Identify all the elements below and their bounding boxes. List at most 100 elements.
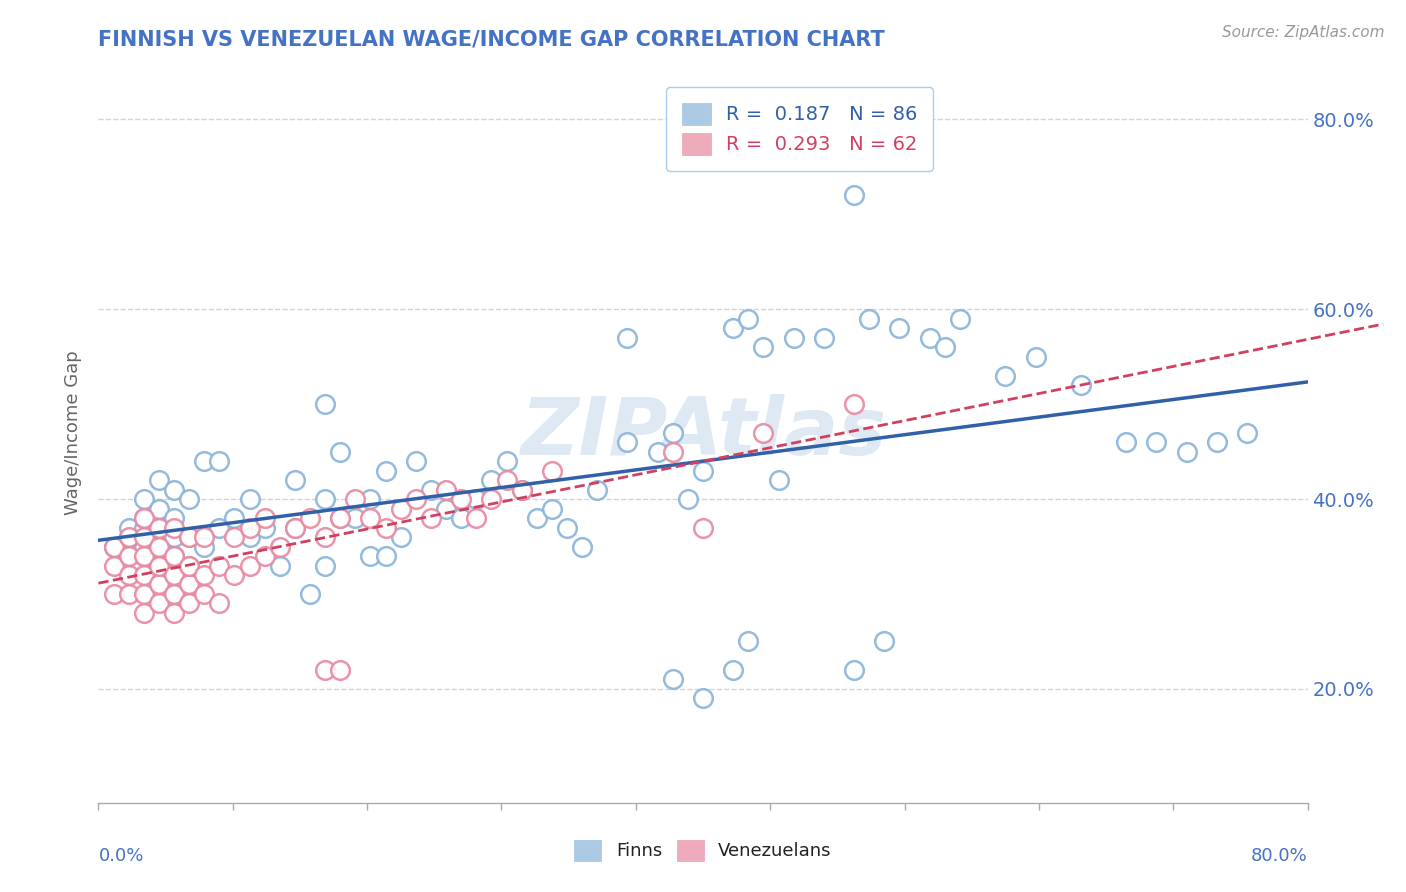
Point <box>193 587 215 601</box>
Point <box>163 520 186 534</box>
Point <box>208 454 231 468</box>
Point <box>465 511 488 525</box>
Point <box>148 520 170 534</box>
Point <box>132 511 155 525</box>
Point <box>918 331 941 345</box>
Point <box>647 444 669 458</box>
Point <box>329 511 352 525</box>
Point <box>224 511 246 525</box>
Point <box>269 558 291 573</box>
Point <box>389 501 412 516</box>
Legend: Finns, Venezuelans: Finns, Venezuelans <box>567 832 839 868</box>
Point <box>752 340 775 354</box>
Point <box>676 491 699 506</box>
Point <box>768 473 790 487</box>
Point <box>844 663 866 677</box>
Text: 80.0%: 80.0% <box>1251 847 1308 865</box>
Point <box>118 549 141 563</box>
Point <box>344 511 367 525</box>
Point <box>314 530 336 544</box>
Point <box>179 558 201 573</box>
Point <box>661 444 683 458</box>
Point <box>284 473 307 487</box>
Point <box>314 491 336 506</box>
Point <box>148 540 170 554</box>
Point <box>193 568 215 582</box>
Point <box>737 311 759 326</box>
Point <box>148 501 170 516</box>
Point <box>873 634 896 648</box>
Point <box>208 520 231 534</box>
Point <box>253 520 276 534</box>
Point <box>723 663 745 677</box>
Point <box>949 311 972 326</box>
Y-axis label: Wage/Income Gap: Wage/Income Gap <box>65 351 83 515</box>
Point <box>360 511 382 525</box>
Point <box>179 530 201 544</box>
Point <box>616 331 638 345</box>
Point <box>193 454 215 468</box>
Point <box>344 491 367 506</box>
Point <box>844 188 866 202</box>
Point <box>103 558 125 573</box>
Point <box>1144 435 1167 450</box>
Point <box>374 464 396 478</box>
Point <box>239 530 262 544</box>
Point <box>239 520 262 534</box>
Point <box>1115 435 1137 450</box>
Point <box>132 511 155 525</box>
Point <box>179 577 201 591</box>
Point <box>284 520 307 534</box>
Point <box>132 520 155 534</box>
Point <box>420 483 443 497</box>
Point <box>163 549 186 563</box>
Point <box>208 558 231 573</box>
Point <box>118 520 141 534</box>
Point <box>314 397 336 411</box>
Point <box>132 568 155 582</box>
Point <box>132 540 155 554</box>
Point <box>208 597 231 611</box>
Point <box>148 577 170 591</box>
Point <box>737 634 759 648</box>
Point <box>314 663 336 677</box>
Point <box>239 491 262 506</box>
Point <box>132 587 155 601</box>
Point <box>193 530 215 544</box>
Point <box>103 540 125 554</box>
Point <box>450 511 472 525</box>
Point <box>299 587 322 601</box>
Point <box>994 368 1017 383</box>
Point <box>889 321 911 335</box>
Point <box>481 491 503 506</box>
Point <box>783 331 806 345</box>
Point <box>661 425 683 440</box>
Point <box>163 511 186 525</box>
Text: Source: ZipAtlas.com: Source: ZipAtlas.com <box>1222 25 1385 40</box>
Point <box>148 473 170 487</box>
Point <box>193 540 215 554</box>
Point <box>571 540 593 554</box>
Point <box>1070 378 1092 392</box>
Point <box>450 491 472 506</box>
Point <box>360 491 382 506</box>
Point <box>540 464 562 478</box>
Point <box>1206 435 1229 450</box>
Point <box>405 454 427 468</box>
Point <box>526 511 548 525</box>
Point <box>360 549 382 563</box>
Point <box>163 483 186 497</box>
Point <box>420 511 443 525</box>
Point <box>253 511 276 525</box>
Point <box>314 558 336 573</box>
Point <box>148 540 170 554</box>
Point <box>118 530 141 544</box>
Point <box>1236 425 1258 440</box>
Point <box>752 425 775 440</box>
Point <box>269 540 291 554</box>
Point <box>253 549 276 563</box>
Point <box>163 568 186 582</box>
Point <box>103 540 125 554</box>
Text: ZIPAtlas: ZIPAtlas <box>520 393 886 472</box>
Point <box>132 606 155 620</box>
